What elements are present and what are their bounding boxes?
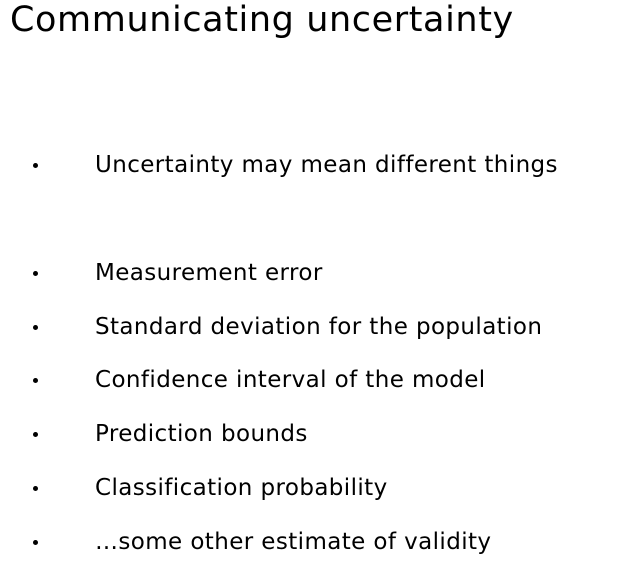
bullet-text: Confidence interval of the model [95,367,486,393]
bullet-text: …some other estimate of validity [95,529,492,555]
bullet-item: Measurement error [0,258,628,288]
bullet-text: Standard deviation for the population [95,314,543,340]
bullet-dot-icon [33,486,38,491]
bullet-item: Prediction bounds [0,419,628,449]
bullet-dot-icon [33,271,38,276]
bullet-dot-icon [33,432,38,437]
bullet-dot-icon [33,378,38,383]
bullet-item: …some other estimate of validity [0,527,628,557]
bullet-text: Measurement error [95,260,323,286]
bullet-item: Classification probability [0,473,628,503]
bullet-item: Uncertainty may mean different things [0,150,628,180]
slide-title: Communicating uncertainty [10,0,514,40]
bullet-dot-icon [33,540,38,545]
bullet-dot-icon [33,325,38,330]
bullet-text: Classification probability [95,475,388,501]
bullet-text: Uncertainty may mean different things [95,152,558,178]
bullet-text: Prediction bounds [95,421,308,447]
bullet-dot-icon [33,163,38,168]
bullet-item: Standard deviation for the population [0,312,628,342]
bullet-item: Confidence interval of the model [0,365,628,395]
